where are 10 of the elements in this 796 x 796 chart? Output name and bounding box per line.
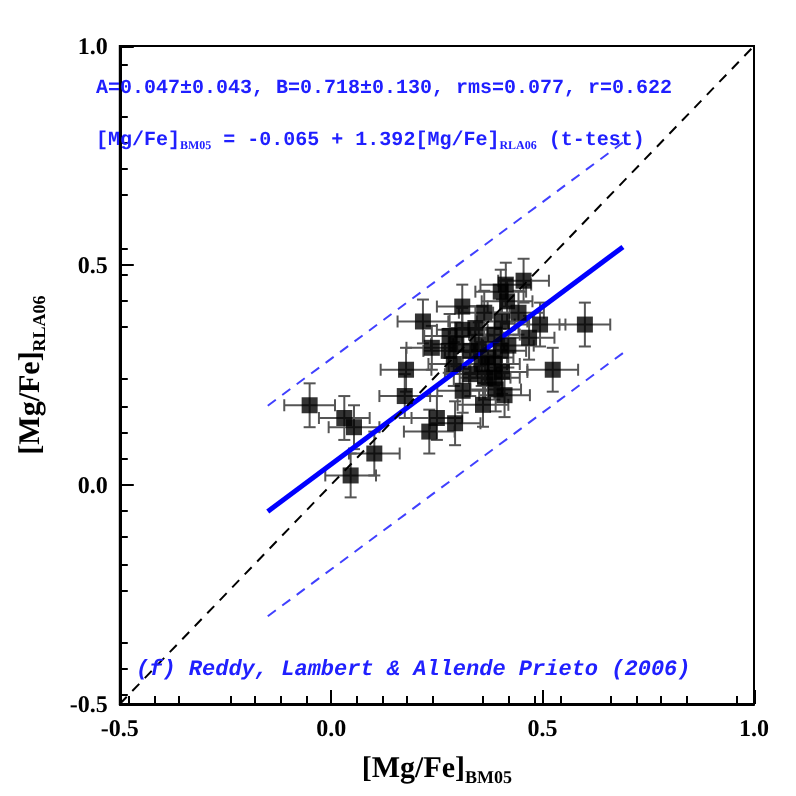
x-tick-label: 0.0 (316, 714, 347, 742)
x-tick-label: 1.0 (739, 714, 769, 742)
x-tick-label: 0.5 (527, 714, 558, 742)
y-tick-label: 1.0 (77, 32, 108, 60)
y-tick-label: 0.5 (77, 251, 108, 280)
x-tick-label: -0.5 (100, 714, 139, 742)
y-tick-label: 0.0 (77, 470, 108, 499)
y-tick-label: -0.5 (69, 690, 108, 718)
y-axis-title: [Mg/Fe]RLA06 (15, 294, 49, 455)
annotation: (f) Reddy, Lambert & Allende Prieto (2006) (136, 657, 691, 683)
